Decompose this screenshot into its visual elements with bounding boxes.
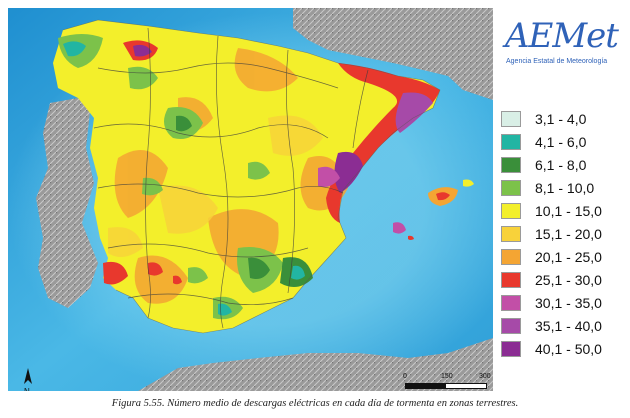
legend-label: 6,1 - 8,0: [535, 157, 587, 173]
legend-label: 20,1 - 25,0: [535, 249, 602, 265]
legend-item: 30,1 - 35,0: [501, 292, 619, 314]
density-light-orange: [108, 115, 323, 257]
legend-label: 35,1 - 40,0: [535, 318, 602, 334]
legend-item: 35,1 - 40,0: [501, 315, 619, 337]
portugal-land: [36, 98, 98, 308]
legend-item: 8,1 - 10,0: [501, 177, 619, 199]
logo-word: AEMet: [505, 16, 619, 56]
africa-land: [138, 338, 493, 391]
logo-subtitle: Agencia Estatal de Meteorología: [506, 58, 608, 65]
legend-swatch: [501, 111, 521, 127]
legend-swatch: [501, 226, 521, 242]
legend-label: 40,1 - 50,0: [535, 341, 602, 357]
north-arrow-icon: N: [24, 368, 32, 391]
legend-swatch: [501, 157, 521, 173]
legend-item: 3,1 - 4,0: [501, 108, 619, 130]
legend-label: 4,1 - 6,0: [535, 134, 587, 150]
north-label: N: [24, 387, 30, 391]
map-canvas: [8, 8, 493, 391]
legend-swatch: [501, 180, 521, 196]
legend-label: 25,1 - 30,0: [535, 272, 602, 288]
legend-item: 15,1 - 20,0: [501, 223, 619, 245]
aemet-logo: AEMet Agencia Estatal de Meteorología: [501, 14, 619, 74]
north-arrow: N: [20, 366, 36, 391]
scale-label-0: 0: [403, 373, 407, 380]
province-borders: [93, 27, 369, 329]
legend-label: 15,1 - 20,0: [535, 226, 602, 242]
map: N 0 150 300: [8, 8, 493, 391]
legend-item: 20,1 - 25,0: [501, 246, 619, 268]
legend-swatch: [501, 203, 521, 219]
legend-label: 30,1 - 35,0: [535, 295, 602, 311]
legend-item: 10,1 - 15,0: [501, 200, 619, 222]
legend: 3,1 - 4,0 4,1 - 6,0 6,1 - 8,0 8,1 - 10,0 10,…: [501, 108, 619, 361]
legend-swatch: [501, 295, 521, 311]
figure-caption: Figura 5.55. Número medio de descargas e…: [111, 398, 519, 409]
balearic-islands: [393, 179, 474, 240]
legend-swatch: [501, 134, 521, 150]
legend-item: 25,1 - 30,0: [501, 269, 619, 291]
legend-swatch: [501, 249, 521, 265]
legend-panel: AEMet Agencia Estatal de Meteorología 3,…: [493, 8, 623, 391]
legend-label: 8,1 - 10,0: [535, 180, 595, 196]
legend-swatch: [501, 272, 521, 288]
scale-bar: 0 150 300: [403, 373, 493, 391]
spain-land: [53, 20, 440, 333]
legend-item: 40,1 - 50,0: [501, 338, 619, 360]
legend-item: 4,1 - 6,0: [501, 131, 619, 153]
legend-label: 10,1 - 15,0: [535, 203, 602, 219]
france-land: [293, 8, 493, 100]
scale-bar-graphic: [405, 383, 487, 389]
scale-label-150: 150: [441, 373, 453, 380]
scale-label-300: 300: [479, 373, 491, 380]
density-green: [58, 34, 313, 320]
legend-swatch: [501, 318, 521, 334]
legend-label: 3,1 - 4,0: [535, 111, 587, 127]
legend-item: 6,1 - 8,0: [501, 154, 619, 176]
coastline: [62, 19, 441, 334]
legend-swatch: [501, 341, 521, 357]
